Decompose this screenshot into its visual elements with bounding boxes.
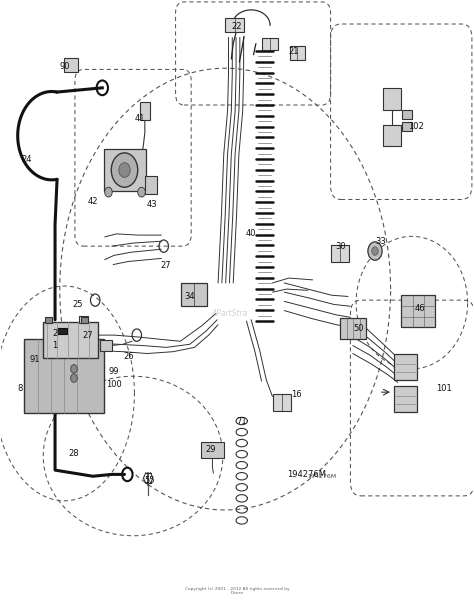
Text: 27: 27 (83, 331, 93, 339)
Text: 16: 16 (291, 390, 301, 399)
Text: APartStra: APartStra (212, 309, 248, 318)
Bar (46, 317, 53, 323)
Text: 42: 42 (88, 197, 98, 207)
Bar (394, 354, 417, 380)
Text: 50: 50 (354, 325, 364, 333)
Text: 22: 22 (232, 22, 242, 31)
Bar (402, 122, 412, 131)
Text: 46: 46 (415, 304, 426, 313)
Bar (402, 109, 412, 119)
Text: 55: 55 (144, 476, 155, 485)
Bar (181, 283, 207, 306)
Circle shape (119, 163, 130, 177)
Text: 41: 41 (135, 114, 146, 123)
Bar (262, 38, 278, 50)
Bar (331, 245, 349, 262)
Bar (383, 88, 401, 109)
Bar (140, 102, 150, 121)
Circle shape (111, 153, 138, 187)
Text: 28: 28 (69, 449, 79, 458)
Text: 27: 27 (161, 261, 172, 270)
Bar (201, 442, 224, 458)
Bar (64, 58, 78, 72)
Circle shape (372, 247, 378, 255)
Text: 33: 33 (376, 237, 386, 246)
Bar (57, 328, 67, 334)
Text: 102: 102 (408, 122, 424, 131)
Bar (394, 386, 417, 412)
Text: 100: 100 (106, 379, 122, 389)
Bar (79, 316, 88, 323)
Circle shape (368, 242, 382, 260)
Bar (383, 125, 401, 146)
Text: 43: 43 (146, 200, 157, 209)
Circle shape (71, 374, 77, 383)
Bar (273, 394, 291, 411)
Bar (290, 46, 305, 60)
Bar (24, 339, 104, 413)
Bar (145, 175, 157, 194)
Text: 194276M: 194276M (307, 474, 336, 478)
Text: 34: 34 (184, 292, 195, 301)
Text: 24: 24 (21, 154, 32, 164)
Circle shape (138, 187, 146, 197)
Text: 91: 91 (29, 355, 40, 364)
Text: 71: 71 (237, 416, 247, 426)
Text: 90: 90 (59, 62, 70, 71)
Text: 101: 101 (436, 384, 452, 393)
Circle shape (105, 187, 112, 197)
Bar (340, 318, 366, 339)
Bar (43, 322, 98, 358)
Text: 29: 29 (206, 445, 216, 454)
Text: 8: 8 (17, 384, 22, 393)
Bar (225, 18, 244, 32)
Text: 30: 30 (336, 242, 346, 251)
Text: Copyright (c) 2001 - 2012 All rights reserved by
Deere: Copyright (c) 2001 - 2012 All rights res… (185, 587, 289, 595)
Text: 40: 40 (246, 229, 256, 239)
Bar (100, 340, 111, 351)
Text: 26: 26 (123, 352, 134, 361)
Bar (104, 149, 146, 191)
Circle shape (71, 365, 77, 373)
Text: 99: 99 (109, 367, 119, 376)
Text: 2: 2 (53, 329, 58, 338)
Bar (81, 317, 88, 323)
Bar (401, 295, 436, 327)
Text: 25: 25 (72, 300, 82, 309)
Text: 194276M: 194276M (287, 470, 327, 479)
Text: 1: 1 (53, 341, 58, 350)
Text: 21: 21 (289, 47, 299, 55)
